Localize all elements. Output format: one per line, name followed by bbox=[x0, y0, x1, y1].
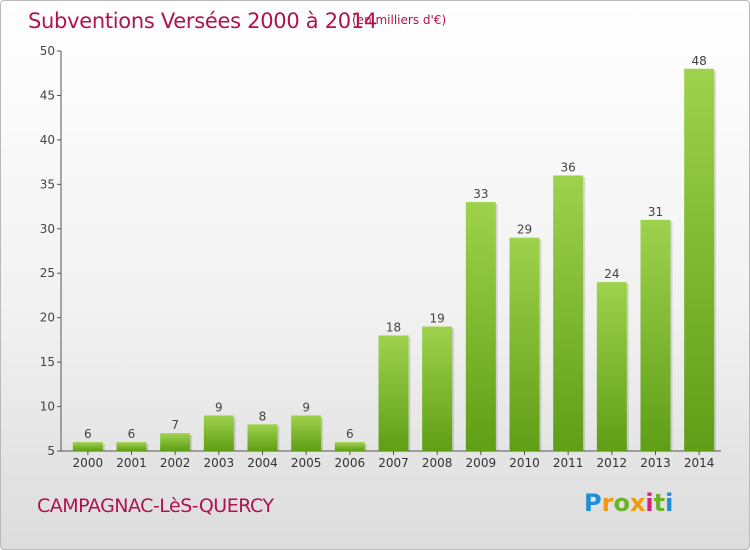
x-tick-label: 2009 bbox=[466, 456, 497, 470]
data-label: 7 bbox=[171, 418, 179, 432]
x-tick-label: 2014 bbox=[684, 456, 715, 470]
commune-name: CAMPAGNAC-LèS-QUERCY bbox=[37, 495, 274, 517]
chart-subtitle: (en milliers d'€) bbox=[352, 13, 447, 27]
data-label: 6 bbox=[84, 427, 92, 441]
x-tick-label: 2002 bbox=[160, 456, 191, 470]
x-tick-label: 2003 bbox=[204, 456, 235, 470]
bar bbox=[553, 175, 584, 451]
bar bbox=[378, 335, 409, 451]
y-tick-label: 25 bbox=[40, 266, 55, 280]
bar bbox=[334, 442, 365, 451]
logo-letter: r bbox=[601, 489, 614, 517]
logo-letter: o bbox=[613, 489, 630, 517]
x-tick-label: 2005 bbox=[291, 456, 322, 470]
y-tick-label: 10 bbox=[40, 400, 55, 414]
data-label: 9 bbox=[302, 400, 310, 414]
chart-title: Subventions Versées 2000 à 2014 bbox=[28, 9, 377, 33]
bar bbox=[116, 442, 147, 451]
x-tick-label: 2001 bbox=[116, 456, 147, 470]
data-label: 8 bbox=[259, 409, 267, 423]
data-label: 33 bbox=[473, 187, 488, 201]
x-tick-label: 2004 bbox=[247, 456, 278, 470]
data-label: 18 bbox=[386, 320, 401, 334]
y-tick-label: 35 bbox=[40, 177, 55, 191]
bar bbox=[247, 424, 278, 451]
bar bbox=[684, 68, 715, 452]
y-tick-label: 5 bbox=[47, 444, 55, 458]
data-label: 48 bbox=[692, 54, 707, 68]
logo-letter: x bbox=[629, 489, 646, 517]
bar bbox=[640, 219, 671, 451]
bar bbox=[203, 415, 234, 451]
x-tick-label: 2013 bbox=[640, 456, 671, 470]
data-label: 29 bbox=[517, 223, 532, 237]
y-tick-label: 45 bbox=[40, 88, 55, 102]
x-tick-label: 2000 bbox=[73, 456, 104, 470]
bar bbox=[596, 282, 627, 451]
x-tick-label: 2012 bbox=[597, 456, 628, 470]
logo-letter: i bbox=[665, 489, 674, 517]
logo-letter: i bbox=[645, 489, 654, 517]
y-tick-label: 50 bbox=[40, 44, 55, 58]
logo-letter: t bbox=[653, 489, 666, 517]
proxiti-logo[interactable]: Proxiti bbox=[584, 489, 673, 517]
x-tick-label: 2008 bbox=[422, 456, 453, 470]
y-tick-label: 40 bbox=[40, 133, 55, 147]
bar bbox=[291, 415, 322, 451]
x-tick-label: 2010 bbox=[509, 456, 540, 470]
y-tick-label: 30 bbox=[40, 222, 55, 236]
data-label: 6 bbox=[128, 427, 136, 441]
bar bbox=[465, 202, 496, 451]
data-label: 9 bbox=[215, 400, 223, 414]
logo-letter: P bbox=[584, 489, 602, 517]
data-label: 19 bbox=[430, 312, 445, 326]
bar bbox=[422, 326, 453, 451]
x-tick-label: 2006 bbox=[335, 456, 366, 470]
data-label: 31 bbox=[648, 205, 663, 219]
bar bbox=[160, 433, 191, 451]
y-tick-label: 20 bbox=[40, 311, 55, 325]
data-label: 24 bbox=[604, 267, 619, 281]
x-tick-label: 2007 bbox=[378, 456, 409, 470]
bar bbox=[72, 442, 103, 451]
y-tick-label: 15 bbox=[40, 355, 55, 369]
data-label: 6 bbox=[346, 427, 354, 441]
bar bbox=[509, 237, 540, 451]
x-tick-label: 2011 bbox=[553, 456, 584, 470]
data-label: 36 bbox=[561, 160, 576, 174]
